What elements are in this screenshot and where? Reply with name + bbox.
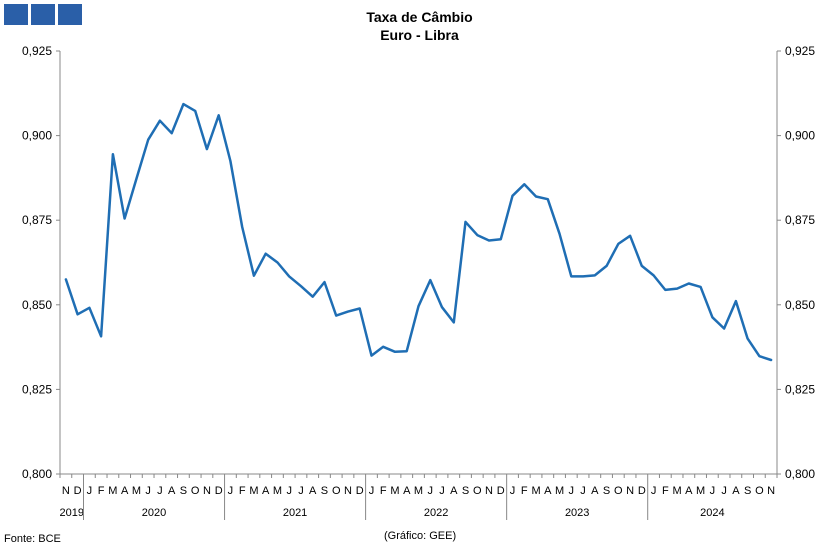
x-month-label: N (767, 485, 775, 497)
x-month-label: F (380, 485, 387, 497)
x-month-label: N (203, 485, 211, 497)
x-month-label: O (614, 485, 623, 497)
chart-subtitle: Euro - Libra (380, 27, 459, 43)
x-month-label: J (428, 485, 434, 497)
x-month-label: S (180, 485, 187, 497)
x-month-label: J (157, 485, 163, 497)
x-month-label: A (685, 485, 693, 497)
x-month-label: M (555, 485, 564, 497)
logo-square (58, 4, 82, 25)
y-tick-label-left: 0,825 (22, 382, 52, 396)
x-month-label: J (286, 485, 292, 497)
x-month-label: J (580, 485, 586, 497)
x-month-label: A (544, 485, 552, 497)
x-month-label: J (510, 485, 516, 497)
x-month-label: O (191, 485, 200, 497)
x-month-label: J (439, 485, 445, 497)
x-month-label: A (403, 485, 411, 497)
y-tick-label-left: 0,800 (22, 467, 52, 481)
x-month-label: D (638, 485, 646, 497)
x-month-label: D (74, 485, 82, 497)
y-tick-label-right: 0,800 (785, 467, 815, 481)
x-month-label: F (521, 485, 528, 497)
x-month-label: A (450, 485, 458, 497)
x-month-label: F (662, 485, 669, 497)
x-month-label: A (591, 485, 599, 497)
x-year-label: 2022 (424, 507, 448, 519)
logo-square (4, 4, 28, 25)
chart-title: Taxa de Câmbio (366, 9, 473, 25)
x-month-label: S (603, 485, 610, 497)
x-month-label: J (721, 485, 727, 497)
x-year-label: 2019 (60, 507, 84, 519)
x-month-label: A (168, 485, 176, 497)
x-month-label: J (145, 485, 151, 497)
x-month-label: N (344, 485, 352, 497)
y-tick-label-right: 0,825 (785, 382, 815, 396)
x-month-label: N (626, 485, 634, 497)
x-month-label: M (414, 485, 423, 497)
x-month-label: J (87, 485, 93, 497)
x-month-label: S (462, 485, 469, 497)
x-month-label: O (755, 485, 764, 497)
x-month-label: D (356, 485, 364, 497)
x-month-label: M (531, 485, 540, 497)
x-year-label: 2020 (142, 507, 166, 519)
logo-squares-icon (4, 4, 82, 25)
x-month-label: A (262, 485, 270, 497)
x-month-label: J (569, 485, 575, 497)
x-month-label: J (710, 485, 716, 497)
x-month-label: M (273, 485, 282, 497)
x-month-label: M (390, 485, 399, 497)
y-tick-label-left: 0,900 (22, 129, 52, 143)
x-month-label: N (485, 485, 493, 497)
y-tick-label-left: 0,875 (22, 213, 52, 227)
x-year-label: 2021 (283, 507, 307, 519)
x-year-label: 2023 (565, 507, 589, 519)
x-month-label: M (696, 485, 705, 497)
y-tick-label-right: 0,925 (785, 44, 815, 58)
x-month-label: A (309, 485, 317, 497)
x-month-label: M (673, 485, 682, 497)
x-month-label: J (228, 485, 234, 497)
x-month-label: M (249, 485, 258, 497)
x-month-label: J (651, 485, 657, 497)
x-month-label: A (732, 485, 740, 497)
logo-square (31, 4, 55, 25)
x-month-label: M (108, 485, 117, 497)
x-month-label: S (744, 485, 751, 497)
y-tick-label-left: 0,850 (22, 298, 52, 312)
x-month-label: S (321, 485, 328, 497)
x-month-label: M (132, 485, 141, 497)
x-month-label: O (332, 485, 341, 497)
x-month-label: J (298, 485, 304, 497)
y-tick-label-right: 0,900 (785, 129, 815, 143)
x-month-label: J (369, 485, 375, 497)
x-month-label: O (473, 485, 482, 497)
credit-note: (Gráfico: GEE) (384, 530, 457, 542)
x-month-label: F (98, 485, 105, 497)
series-line (64, 102, 773, 362)
x-month-label: D (215, 485, 223, 497)
source-note: Fonte: BCE (4, 533, 61, 545)
x-month-label: A (121, 485, 129, 497)
y-tick-label-right: 0,850 (785, 298, 815, 312)
y-tick-label-left: 0,925 (22, 44, 52, 58)
x-month-label: F (239, 485, 246, 497)
y-tick-label-right: 0,875 (785, 213, 815, 227)
x-year-label: 2024 (700, 507, 724, 519)
x-month-label: D (497, 485, 505, 497)
x-month-label: N (62, 485, 70, 497)
